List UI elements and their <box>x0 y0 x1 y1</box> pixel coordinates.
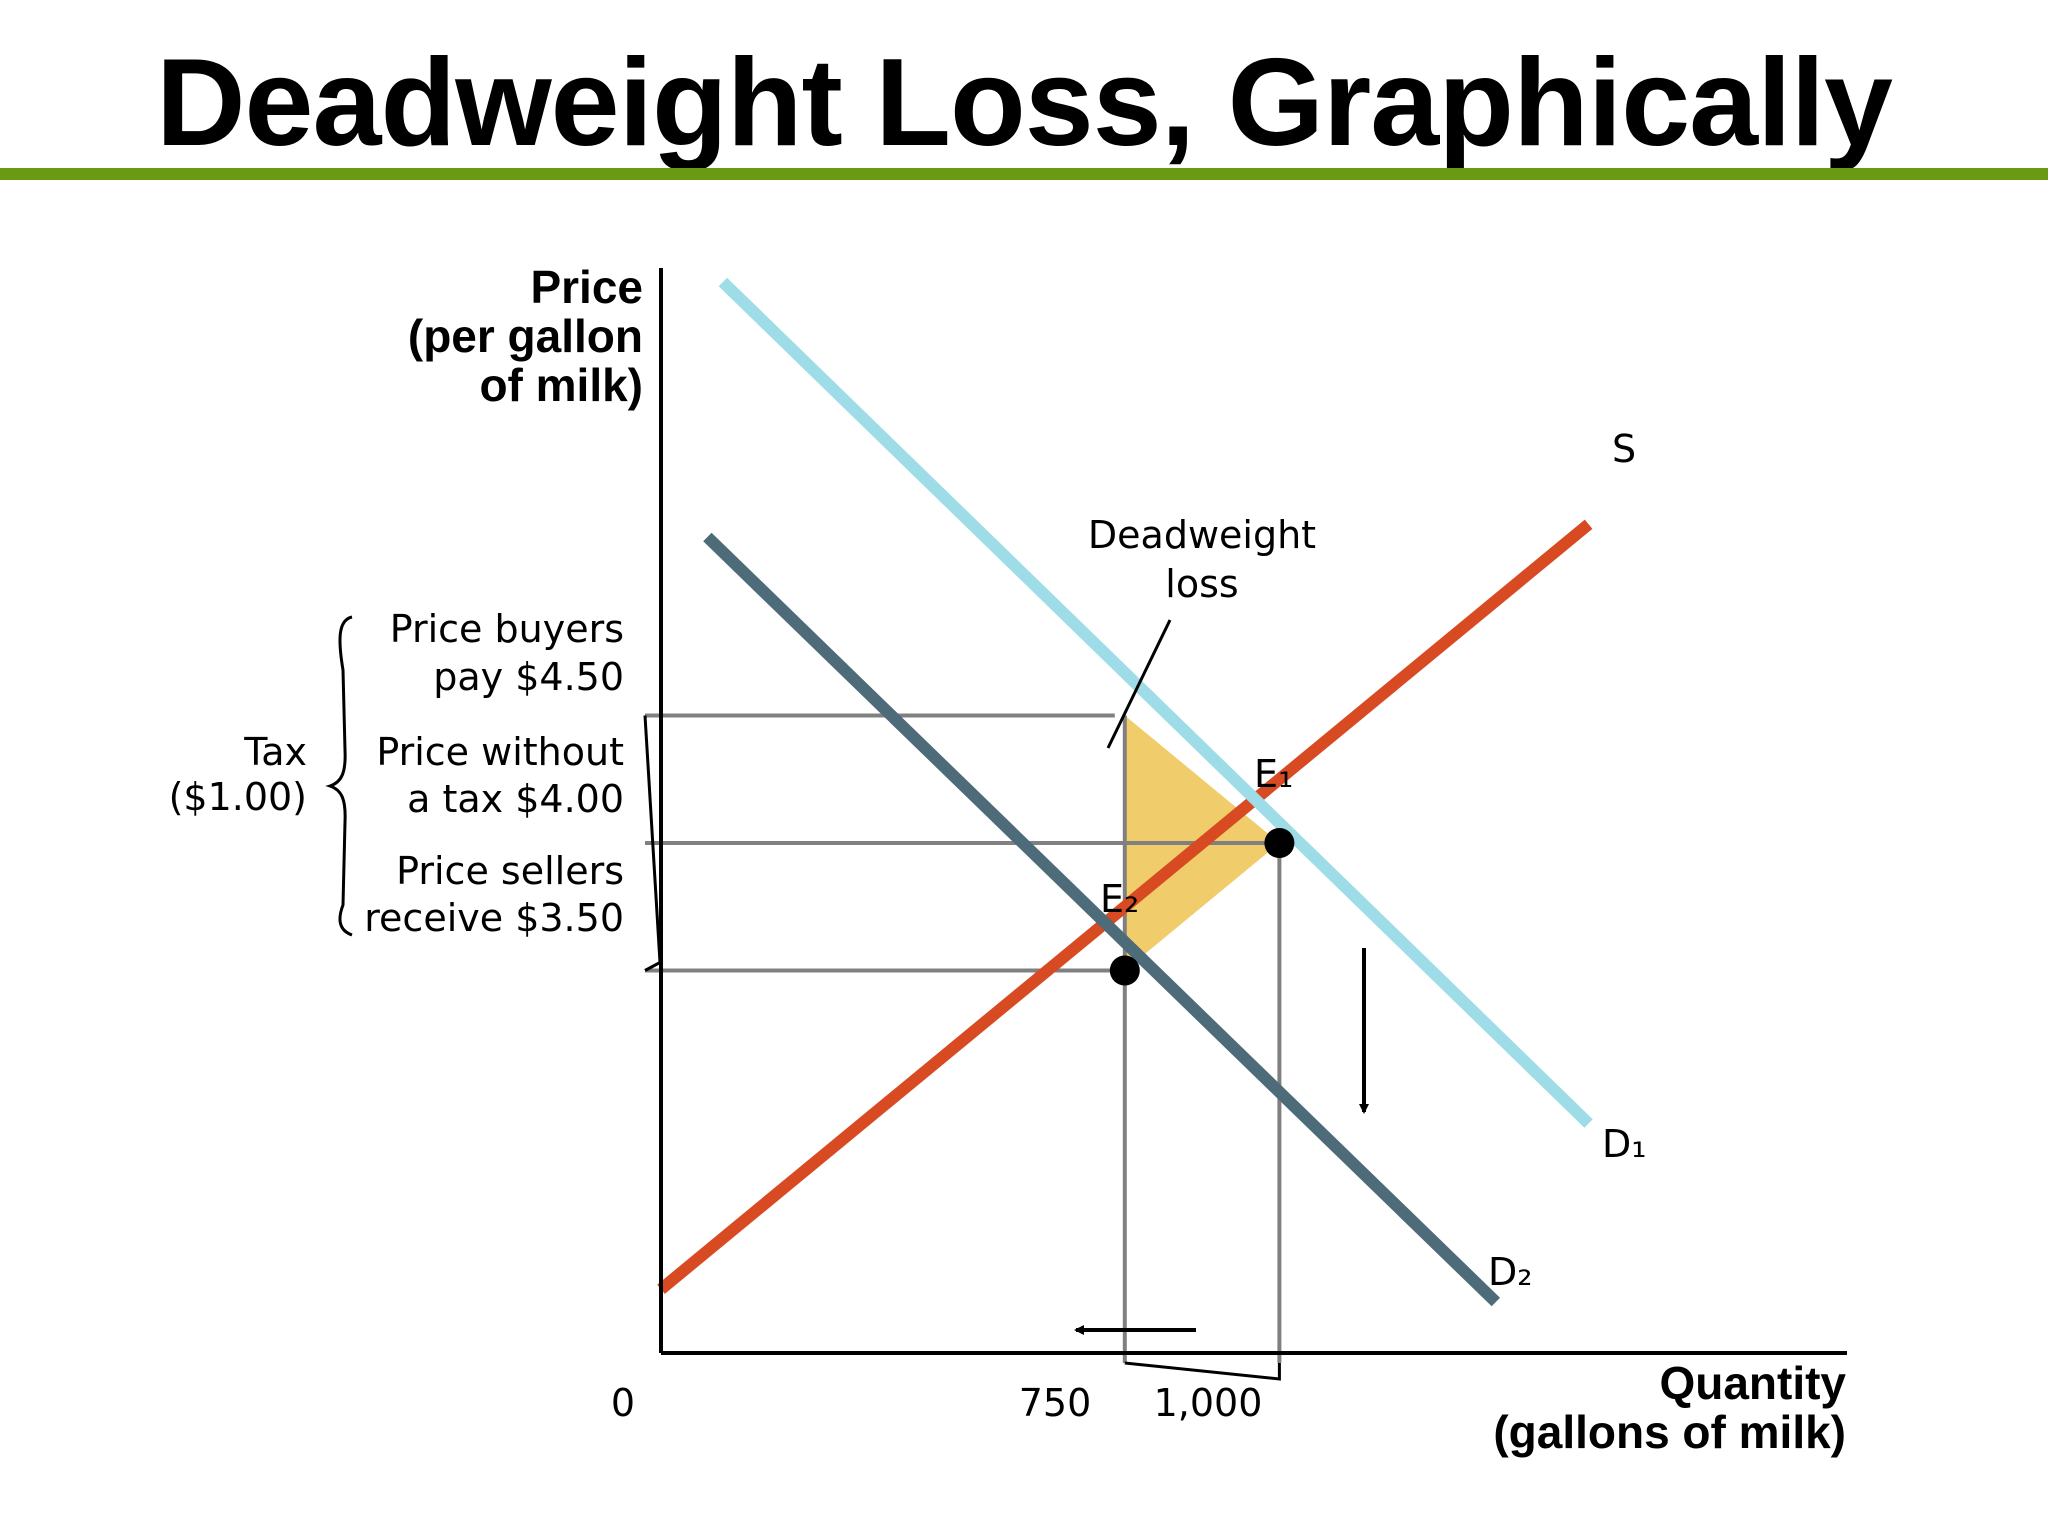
tax-label-line-2: ($1.00) <box>169 775 307 819</box>
point-label-e1: E₁ <box>1254 752 1293 796</box>
demand-curve-d2 <box>703 532 1501 1307</box>
series-label-d1: D₁ <box>1602 1122 1647 1166</box>
y-tick-label-4-00-line-2: a tax $4.00 <box>407 777 624 821</box>
y-axis-title-line-1: Price <box>530 261 643 313</box>
slide-title: Deadweight Loss, Graphically <box>155 34 1893 172</box>
tax-brace <box>325 615 353 937</box>
deadweight-loss-label-line-2: loss <box>1165 562 1238 606</box>
series-label-s: S <box>1612 427 1636 471</box>
deadweight-loss-pointer <box>1106 619 1172 749</box>
y-axis-title-line-2: (per gallon <box>408 310 643 362</box>
tax-label-line-1: Tax <box>243 730 307 774</box>
title-rule <box>0 168 2048 180</box>
y-axis-title-line-3: of milk) <box>479 359 643 411</box>
y-tick-label-3-50-line-2: receive $3.50 <box>364 896 624 940</box>
demand-curve-d1 <box>718 277 1593 1128</box>
y-tick-label-3-50-line-1: Price sellers <box>396 849 624 893</box>
series-label-d2: D₂ <box>1488 1250 1533 1294</box>
equilibrium-point-e1 <box>1264 828 1295 858</box>
origin-label: 0 <box>611 1381 635 1425</box>
x-tick-label-1000: 1,000 <box>1154 1381 1263 1425</box>
y-tick-label-4-00-line-1: Price without <box>376 730 624 774</box>
y-tick-label-4-50-line-1: Price buyers <box>390 607 624 651</box>
y-tick-label-4-50-line-2: pay $4.50 <box>433 655 624 699</box>
tick-brackets <box>643 715 1281 1381</box>
supply-curve-s <box>657 519 1593 1294</box>
deadweight-loss-label-line-1: Deadweight <box>1088 513 1316 557</box>
quantity-tick-bracket <box>1124 1361 1281 1381</box>
price-tick-bracket <box>643 715 662 972</box>
x-tick-label-750: 750 <box>1019 1381 1092 1425</box>
x-axis-title-line-2: (gallons of milk) <box>1493 1406 1846 1458</box>
x-axis-title-line-1: Quantity <box>1659 1357 1846 1409</box>
point-label-e2: E₂ <box>1100 877 1139 921</box>
equilibrium-point-e2 <box>1109 955 1140 986</box>
